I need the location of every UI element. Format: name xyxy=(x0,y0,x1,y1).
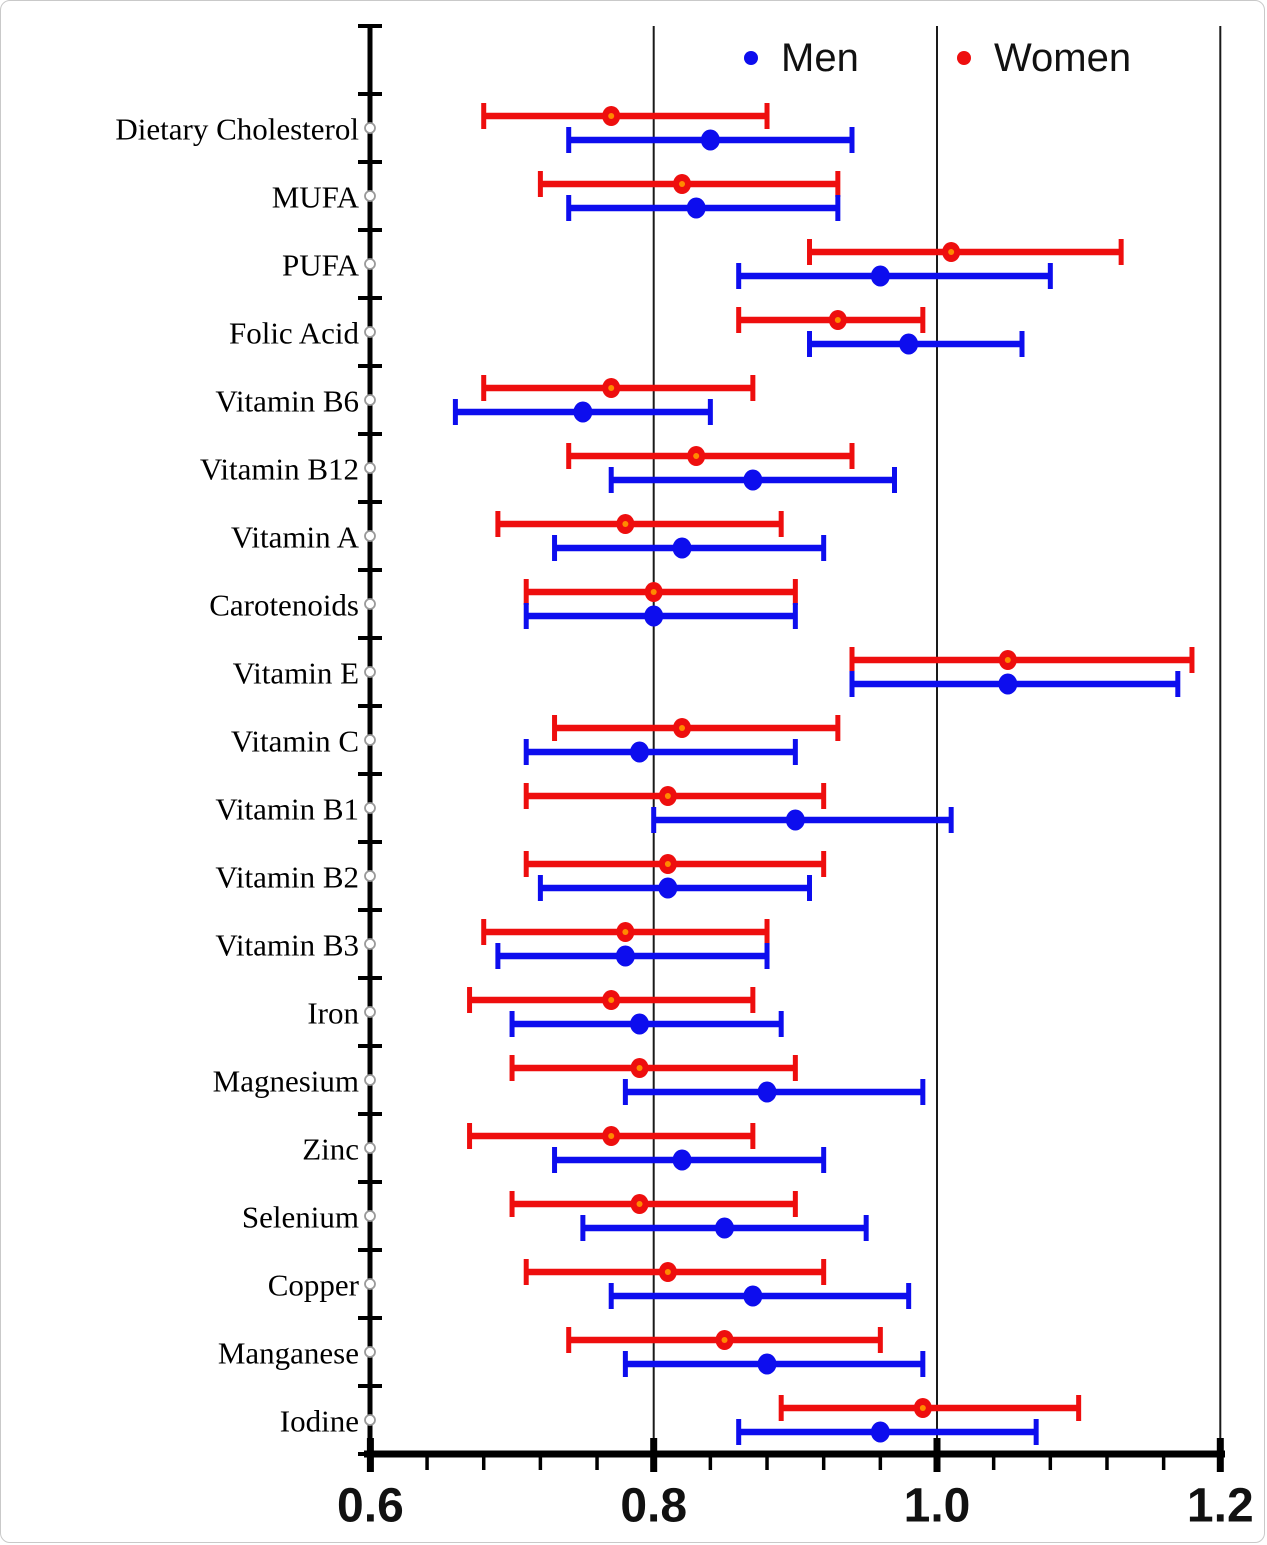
category-axis-marker xyxy=(364,394,376,406)
point-marker-men xyxy=(757,1353,777,1375)
point-marker-men xyxy=(757,1081,777,1103)
category-axis-marker xyxy=(364,1414,376,1426)
category-axis-marker xyxy=(364,938,376,950)
legend-marker-men-icon xyxy=(744,51,758,65)
category-label: Iodine xyxy=(280,1404,359,1439)
point-marker-men xyxy=(785,809,805,831)
category-label: Magnesium xyxy=(213,1064,359,1099)
category-axis-marker xyxy=(364,122,376,134)
category-label: Dietary Cholesterol xyxy=(115,112,359,147)
category-label: Vitamin E xyxy=(233,656,359,691)
category-label: Vitamin B12 xyxy=(200,452,359,487)
point-marker-men xyxy=(743,469,763,491)
point-marker-men xyxy=(870,1421,890,1443)
point-marker-women-center xyxy=(693,453,700,459)
category-axis-marker xyxy=(364,1346,376,1358)
point-marker-women-center xyxy=(622,929,629,935)
point-marker-women-center xyxy=(948,249,955,255)
point-marker-women-center xyxy=(608,1133,615,1139)
x-tick-label: 0.8 xyxy=(620,1480,687,1533)
category-label: Vitamin B6 xyxy=(215,384,359,419)
category-label: Copper xyxy=(268,1268,360,1303)
point-marker-women-center xyxy=(664,793,671,799)
point-marker-women-center xyxy=(679,725,686,731)
x-tick-label: 1.2 xyxy=(1187,1480,1254,1533)
category-label: Selenium xyxy=(242,1200,359,1235)
point-marker-men xyxy=(686,197,706,219)
category-axis-marker xyxy=(364,190,376,202)
point-marker-men xyxy=(998,673,1018,695)
x-tick-label: 0.6 xyxy=(337,1480,404,1533)
legend-label-women: Women xyxy=(994,36,1131,80)
category-label: Zinc xyxy=(302,1132,359,1167)
point-marker-men xyxy=(630,1013,650,1035)
category-axis-marker xyxy=(364,1006,376,1018)
category-axis-marker xyxy=(364,258,376,270)
category-label: Vitamin B1 xyxy=(215,792,359,827)
point-marker-men xyxy=(715,1217,735,1239)
point-marker-men xyxy=(743,1285,763,1307)
point-marker-men xyxy=(672,1149,692,1171)
point-marker-men xyxy=(573,401,593,423)
category-axis-marker xyxy=(364,734,376,746)
point-marker-women-center xyxy=(664,1269,671,1275)
category-label: Carotenoids xyxy=(209,588,359,623)
category-label: Folic Acid xyxy=(229,316,360,351)
point-marker-women-center xyxy=(650,589,657,595)
point-marker-women-center xyxy=(919,1405,926,1411)
category-axis-marker xyxy=(364,1210,376,1222)
category-axis-marker xyxy=(364,1142,376,1154)
category-label: Vitamin C xyxy=(231,724,359,759)
point-marker-men xyxy=(615,945,635,967)
point-marker-women-center xyxy=(608,997,615,1003)
point-marker-women-center xyxy=(721,1337,728,1343)
point-marker-women-center xyxy=(679,181,686,187)
category-axis-marker xyxy=(364,1278,376,1290)
category-label: Vitamin A xyxy=(231,520,360,555)
legend-marker-women-icon xyxy=(957,51,971,65)
category-axis-marker xyxy=(364,1074,376,1086)
legend-label-men: Men xyxy=(781,36,859,80)
point-marker-women-center xyxy=(622,521,629,527)
point-marker-women-center xyxy=(1004,657,1011,663)
point-marker-men xyxy=(630,741,650,763)
point-marker-women-center xyxy=(608,113,615,119)
point-marker-women-center xyxy=(636,1065,643,1071)
point-marker-women-center xyxy=(664,861,671,867)
category-axis-marker xyxy=(364,462,376,474)
point-marker-women-center xyxy=(608,385,615,391)
point-marker-women-center xyxy=(834,317,841,323)
point-marker-men xyxy=(870,265,890,287)
point-marker-men xyxy=(658,877,678,899)
category-label: Manganese xyxy=(218,1336,359,1371)
point-marker-men xyxy=(899,333,919,355)
category-axis-marker xyxy=(364,870,376,882)
category-axis-marker xyxy=(364,326,376,338)
category-label: MUFA xyxy=(272,180,360,215)
category-axis-marker xyxy=(364,530,376,542)
category-axis-marker xyxy=(364,598,376,610)
point-marker-men xyxy=(672,537,692,559)
category-label: PUFA xyxy=(282,248,360,283)
category-axis-marker xyxy=(364,802,376,814)
category-label: Vitamin B2 xyxy=(215,860,359,895)
point-marker-women-center xyxy=(636,1201,643,1207)
category-label: Iron xyxy=(307,996,359,1031)
category-axis-marker xyxy=(364,666,376,678)
point-marker-men xyxy=(644,605,664,627)
category-label: Vitamin B3 xyxy=(215,928,359,963)
point-marker-men xyxy=(700,129,720,151)
x-tick-label: 1.0 xyxy=(904,1480,971,1533)
